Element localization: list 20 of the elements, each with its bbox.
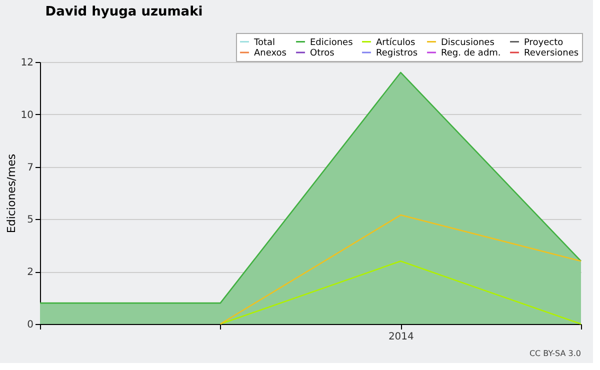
legend-label: Artículos <box>376 36 416 48</box>
y-tick-label: 5 <box>27 214 34 226</box>
legend-label: Reg. de adm. <box>441 48 501 58</box>
text: CC BY-SA 3.0 <box>529 349 581 358</box>
legend-label: Discusiones <box>441 38 495 48</box>
legend-label: Total <box>253 38 276 48</box>
legend-label: Ediciones <box>310 38 354 48</box>
y-tick-label: 7 <box>27 162 34 174</box>
legend-label: Registros <box>376 48 418 58</box>
y-tick-label: 12 <box>20 58 34 68</box>
y-axis-title: Ediciones/mes <box>4 154 18 234</box>
y-tick-label: 10 <box>20 110 34 121</box>
legend-label: Anexos <box>254 48 287 58</box>
x-tick-label: 2014 <box>388 332 414 342</box>
legend-label: Otros <box>310 48 335 58</box>
chart-title: David hyuga uzumaki <box>45 4 203 20</box>
y-tick-label: 2 <box>27 267 34 278</box>
y-tick-label: 0 <box>27 320 34 330</box>
legend-label: Proyecto <box>524 38 564 48</box>
legend-label: Reversiones <box>524 48 579 58</box>
